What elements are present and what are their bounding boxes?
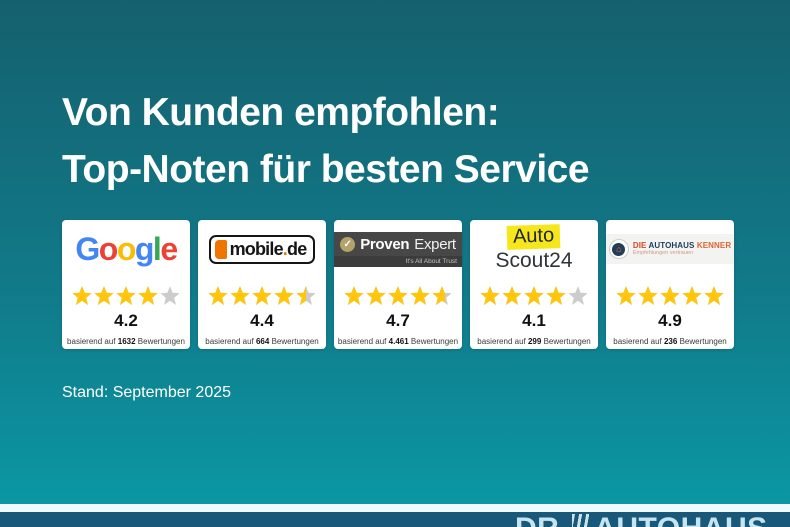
star-icon [208,286,228,305]
star-icon [388,286,408,305]
google-logo-letter: G [75,231,100,267]
star-icon [524,286,544,305]
star-rating [72,286,180,306]
autoscout24-scout24: Scout24 [495,248,573,272]
page-title: Von Kunden empfohlen: Top-Noten für best… [62,84,590,198]
star-icon [72,286,92,305]
rating-value: 4.4 [250,311,274,330]
star-icon [682,286,702,305]
google-logo-letter: l [152,231,162,267]
rating-card-provenexpert: ✓ Proven Expert It's All About Trust 4.7… [334,220,462,349]
dr-autohaus-prefix: DR. [515,514,568,527]
provenexpert-word1: Proven [360,235,410,253]
mobilede-dot: . [282,239,288,259]
star-icon [704,286,724,305]
star-icon [230,286,250,305]
review-count-caption: basierend auf 4.461 Bewertungen [337,337,459,346]
star-icon [252,286,272,305]
star-icon [568,286,588,305]
star-icon [160,286,180,305]
autohauskenner-tagline: Empfehlungen vertrauen [632,250,694,257]
rating-card-autoscout24: Auto Scout24 4.1 basierend auf 299 Bewer… [470,220,598,349]
star-icon [116,286,136,305]
title-line-1: Von Kunden empfohlen: [62,91,500,134]
star-icon [480,286,500,305]
review-count-caption: basierend auf 236 Bewertungen [613,337,727,346]
rating-value: 4.2 [114,311,138,330]
provenexpert-logo-area: ✓ Proven Expert It's All About Trust [334,220,462,278]
star-icon [546,286,566,305]
dr-autohaus-logo: DR. AUTOHAUS [515,514,768,527]
autohauskenner-logo-area: ⌂ DIE AUTOHAUS KENNER Empfehlungen vertr… [606,220,734,278]
review-count-caption: basierend auf 664 Bewertungen [205,337,319,346]
star-rating [480,286,588,306]
rating-value: 4.1 [522,311,546,330]
mobilede-logo-text: mobile.de [229,239,308,259]
star-icon [94,286,114,305]
dr-autohaus-hatch-icon [572,514,591,527]
rating-value: 4.7 [386,311,410,330]
provenexpert-check-icon: ✓ [340,236,356,252]
google-logo: Google [75,231,178,267]
star-icon [660,286,680,305]
autoscout24-logo-area: Auto Scout24 [470,220,598,278]
autohauskenner-brand-line: DIE AUTOHAUS KENNER [632,241,732,251]
autohauskenner-logo: ⌂ DIE AUTOHAUS KENNER Empfehlungen vertr… [606,234,734,264]
google-logo-letter: o [98,231,119,267]
review-count-caption: basierend auf 1632 Bewertungen [67,337,185,346]
rating-card-google: Google 4.2 basierend auf 1632 Bewertunge… [62,220,190,349]
star-icon [138,286,158,305]
star-icon [502,286,522,305]
autohauskenner-magnifier-house-icon: ⌂ [608,239,629,259]
star-rating [344,286,452,306]
provenexpert-tagline: It's All About Trust [334,255,462,267]
footer-bar: DR. AUTOHAUS [0,512,790,527]
star-icon [638,286,658,305]
rating-value: 4.9 [658,311,682,330]
google-logo-letter: g [134,231,155,267]
autoscout24-logo: Auto Scout24 [495,224,573,272]
star-icon [410,286,430,305]
star-icon [616,286,636,305]
provenexpert-word2: Expert [414,235,456,253]
rating-cards-row: Google 4.2 basierend auf 1632 Bewertunge… [62,220,734,349]
star-rating [208,286,316,306]
mobilede-orange-block-icon [214,239,227,259]
autoscout24-auto-highlight: Auto [507,224,561,250]
star-icon [274,286,294,305]
mobilede-logo-area: mobile.de [198,220,326,278]
star-icon [432,286,452,305]
google-logo-letter: e [160,231,178,267]
mobilede-logo: mobile.de [208,234,316,264]
footer-divider [0,504,790,512]
google-logo-area: Google [62,220,190,278]
star-icon [366,286,386,305]
dr-autohaus-name: AUTOHAUS [594,514,767,527]
provenexpert-logo: ✓ Proven Expert It's All About Trust [334,231,462,267]
star-icon [296,286,316,305]
date-footnote: Stand: September 2025 [62,384,232,401]
rating-card-mobilede: mobile.de 4.4 basierend auf 664 Bewertun… [198,220,326,349]
star-icon [344,286,364,305]
title-line-2: Top-Noten für besten Service [62,148,590,191]
rating-card-autohauskenner: ⌂ DIE AUTOHAUS KENNER Empfehlungen vertr… [606,220,734,349]
review-count-caption: basierend auf 299 Bewertungen [477,337,591,346]
google-logo-letter: o [116,231,137,267]
star-rating [616,286,724,306]
